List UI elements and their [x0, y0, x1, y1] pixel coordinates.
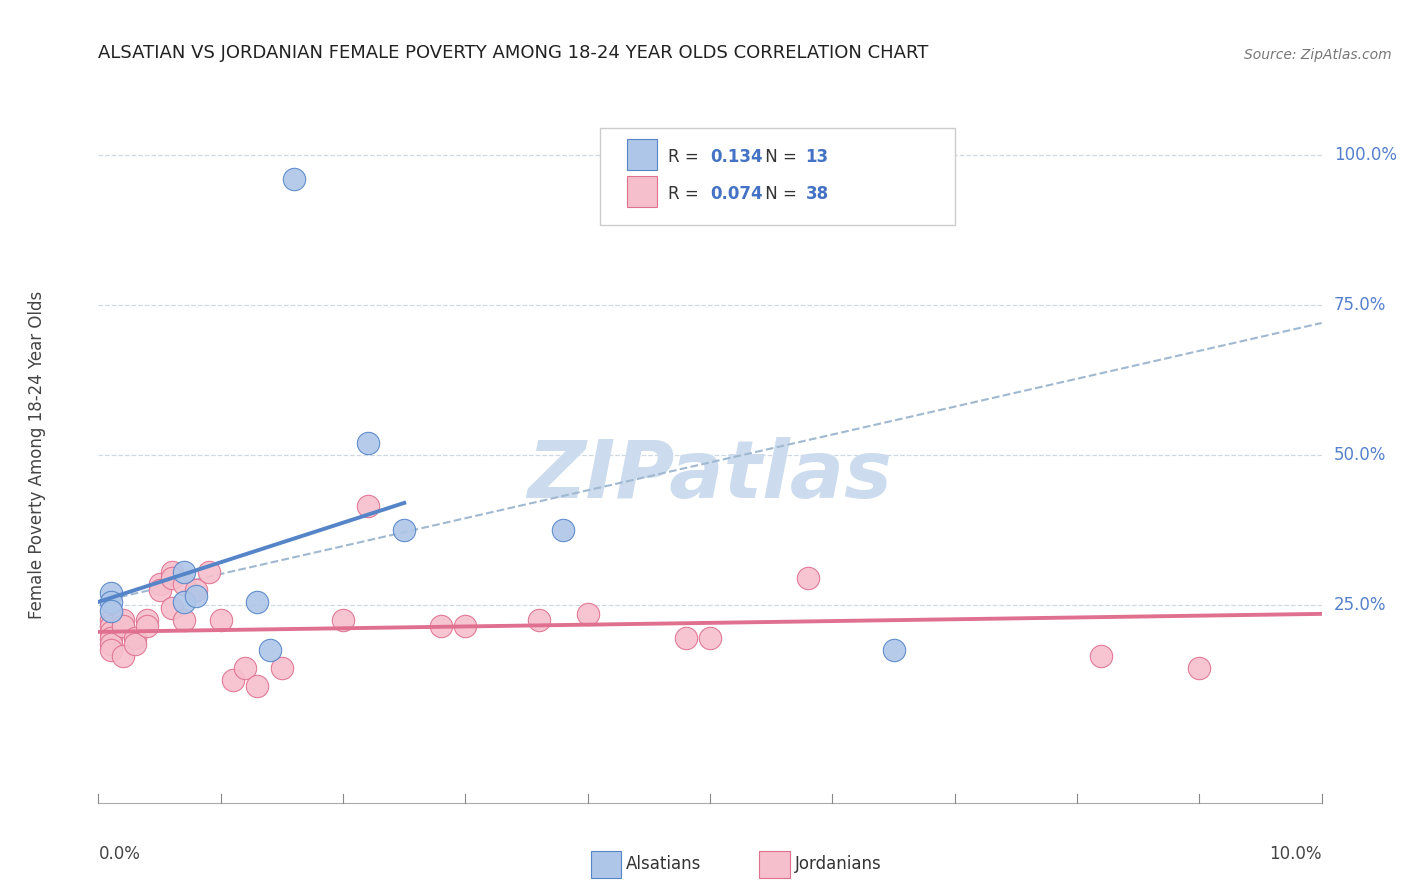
Text: N =: N = — [761, 185, 803, 203]
Text: R =: R = — [668, 148, 704, 166]
Point — [100, 643, 122, 657]
Point — [100, 586, 122, 600]
Point — [100, 624, 122, 639]
Point — [454, 619, 477, 633]
Point — [797, 571, 820, 585]
Point — [186, 589, 208, 603]
Point — [1188, 661, 1211, 675]
Text: ZIPatlas: ZIPatlas — [527, 437, 893, 515]
Point — [246, 595, 269, 609]
Point — [222, 673, 245, 687]
Text: Source: ZipAtlas.com: Source: ZipAtlas.com — [1244, 48, 1392, 62]
Point — [100, 604, 122, 618]
Text: Alsatians: Alsatians — [626, 855, 702, 873]
Point — [136, 613, 159, 627]
FancyBboxPatch shape — [627, 139, 658, 169]
Point — [675, 631, 697, 645]
Point — [160, 565, 183, 579]
Point — [100, 619, 122, 633]
Point — [527, 613, 550, 627]
Point — [160, 600, 183, 615]
Text: Female Poverty Among 18-24 Year Olds: Female Poverty Among 18-24 Year Olds — [28, 291, 46, 619]
Point — [111, 619, 134, 633]
Point — [149, 577, 172, 591]
Point — [173, 595, 195, 609]
Point — [392, 523, 416, 537]
Point — [100, 595, 122, 609]
Text: 0.0%: 0.0% — [98, 845, 141, 863]
Text: 25.0%: 25.0% — [1334, 596, 1386, 614]
Point — [173, 577, 195, 591]
Point — [197, 565, 219, 579]
Point — [233, 661, 256, 675]
Point — [111, 613, 134, 627]
Point — [173, 613, 195, 627]
Text: 13: 13 — [806, 148, 828, 166]
Text: R =: R = — [668, 185, 704, 203]
Text: 75.0%: 75.0% — [1334, 296, 1386, 314]
Point — [124, 631, 146, 645]
Point — [173, 565, 195, 579]
Text: 100.0%: 100.0% — [1334, 146, 1398, 164]
Point — [356, 499, 378, 513]
Text: N =: N = — [761, 148, 803, 166]
Point — [1090, 648, 1112, 663]
FancyBboxPatch shape — [600, 128, 955, 226]
Point — [259, 643, 281, 657]
Point — [332, 613, 354, 627]
Point — [246, 679, 269, 693]
Point — [883, 643, 905, 657]
Point — [124, 637, 146, 651]
Point — [283, 172, 305, 186]
Text: 50.0%: 50.0% — [1334, 446, 1386, 464]
Text: 0.134: 0.134 — [710, 148, 762, 166]
Point — [186, 582, 208, 597]
Point — [430, 619, 453, 633]
Text: 10.0%: 10.0% — [1270, 845, 1322, 863]
Point — [553, 523, 575, 537]
Point — [160, 571, 183, 585]
Point — [136, 619, 159, 633]
Text: Jordanians: Jordanians — [794, 855, 882, 873]
Point — [576, 607, 599, 621]
Text: 38: 38 — [806, 185, 828, 203]
Text: 0.074: 0.074 — [710, 185, 762, 203]
FancyBboxPatch shape — [627, 176, 658, 207]
Point — [699, 631, 721, 645]
Point — [100, 631, 122, 645]
Text: ALSATIAN VS JORDANIAN FEMALE POVERTY AMONG 18-24 YEAR OLDS CORRELATION CHART: ALSATIAN VS JORDANIAN FEMALE POVERTY AMO… — [98, 45, 929, 62]
Point — [100, 613, 122, 627]
Point — [356, 436, 378, 450]
Point — [270, 661, 292, 675]
Point — [149, 582, 172, 597]
Point — [209, 613, 232, 627]
Point — [111, 648, 134, 663]
Point — [100, 637, 122, 651]
